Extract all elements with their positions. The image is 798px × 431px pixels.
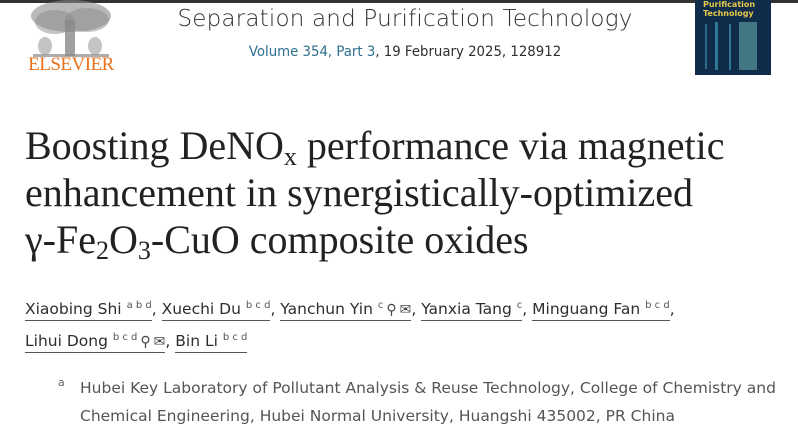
tree-icon	[31, 0, 111, 57]
volume-link[interactable]: Volume 354, Part 3	[248, 44, 376, 60]
journal-title[interactable]: Separation and Purification Technology	[177, 6, 633, 32]
title-line-2: enhancement in synergistically-optimized	[25, 170, 693, 215]
author-link[interactable]: Lihui Dong b c d ⚲ ✉	[25, 332, 166, 354]
author-list: Xiaobing Shi a b d, Xuechi Du b c d, Yan…	[25, 292, 785, 356]
title-line-3: γ-Fe2O3-CuO composite oxides	[25, 217, 529, 265]
email-icon: ✉	[399, 302, 412, 319]
title-line-1: Boosting DeNOx performance via magnetic	[25, 123, 725, 171]
top-bar	[0, 0, 798, 3]
author-link[interactable]: Xiaobing Shi a b d	[25, 300, 152, 322]
issue-date: , 19 February 2025, 128912	[375, 44, 562, 60]
person-icon: ⚲	[140, 334, 151, 351]
person-icon: ⚲	[386, 302, 397, 319]
affiliation-label: a	[58, 376, 65, 389]
author-link[interactable]: Yanchun Yin c ⚲ ✉	[280, 300, 412, 322]
volume-info: Volume 354, Part 3, 19 February 2025, 12…	[163, 44, 648, 60]
article-title: Boosting DeNOx performance via magnetic …	[25, 122, 795, 265]
journal-cover[interactable]: Purification Technology	[695, 0, 771, 75]
elsevier-logo[interactable]: ELSEVIER	[25, 0, 117, 80]
author-link[interactable]: Bin Li b c d	[175, 332, 248, 354]
cover-title: Purification Technology	[703, 0, 756, 18]
author-link[interactable]: Minguang Fan b c d	[532, 300, 670, 322]
cover-graphic	[705, 22, 757, 70]
affiliation-text: Hubei Key Laboratory of Pollutant Analys…	[80, 379, 776, 425]
author-link[interactable]: Xuechi Du b c d	[161, 300, 271, 322]
publisher-name: ELSEVIER	[28, 54, 114, 75]
author-link[interactable]: Yanxia Tang c	[421, 300, 523, 322]
email-icon: ✉	[153, 334, 166, 351]
